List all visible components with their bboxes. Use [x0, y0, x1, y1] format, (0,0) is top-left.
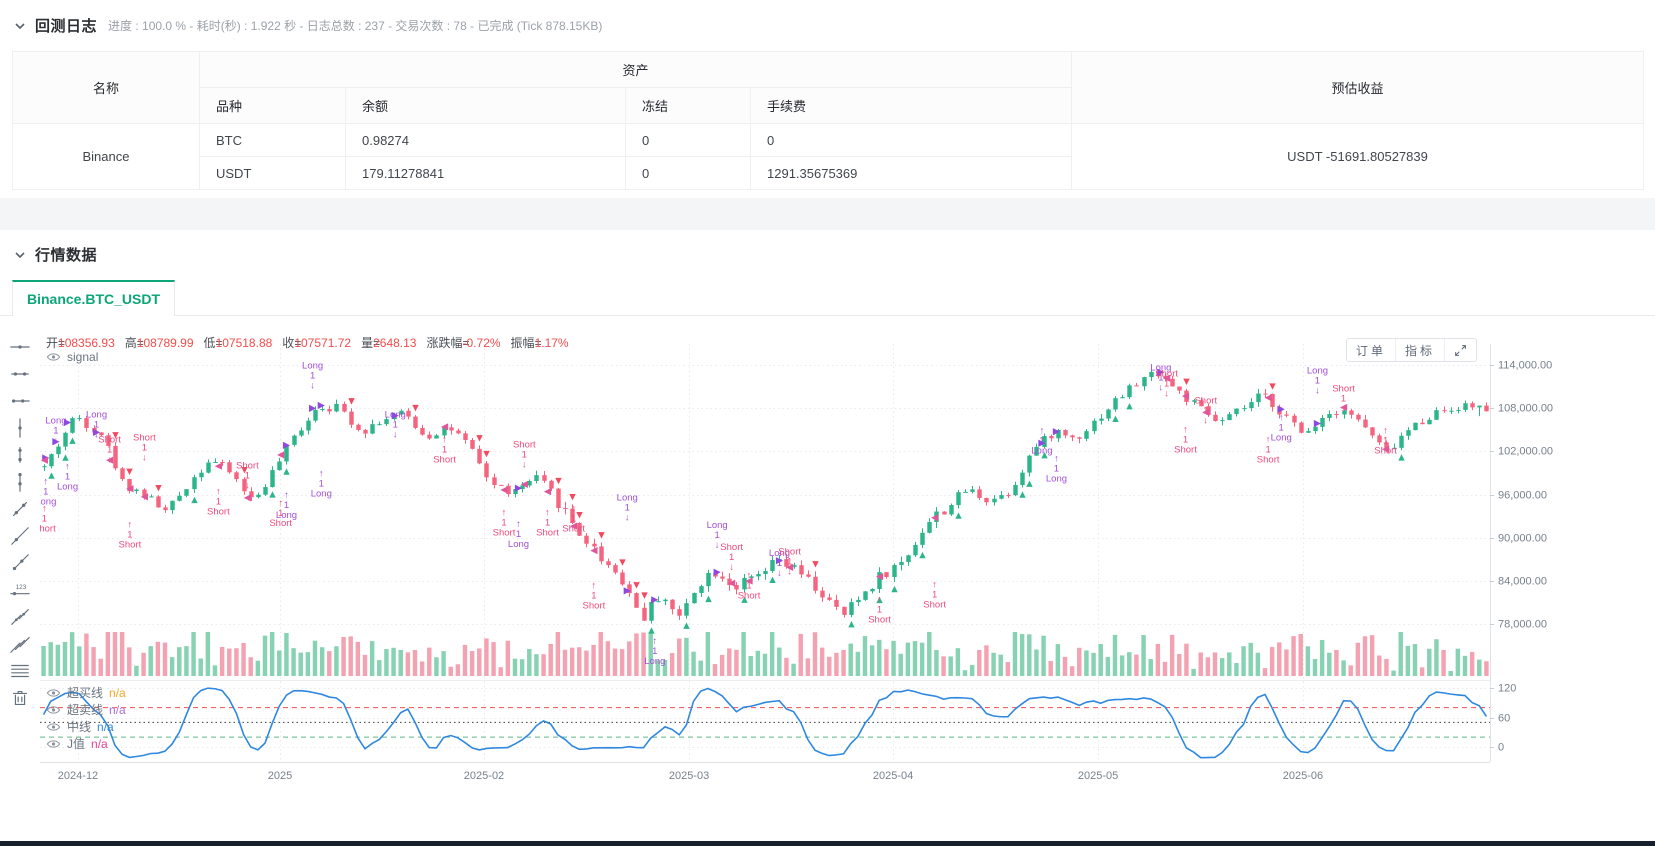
ohlc-item-value: 108789.99: [136, 336, 194, 350]
ohlc-item: 高108789.99: [125, 334, 194, 351]
collapse-chevron-icon[interactable]: [14, 249, 26, 261]
parallel-lines-icon[interactable]: [7, 632, 33, 656]
indicator-value: n/a: [91, 736, 108, 751]
ohlc-item-value: 2648.13: [373, 336, 417, 350]
col-frozen: 冻结: [625, 87, 751, 124]
asset-variety: BTC: [199, 123, 346, 157]
table-row: Binance BTC 0.98274 0 0 USDT -51691.8052…: [12, 123, 1645, 190]
indicator-row: 中线 n/a: [46, 718, 114, 735]
backtest-log-title: 回测日志: [35, 18, 98, 35]
horizontal-line-icon[interactable]: [7, 335, 33, 359]
ohlc-item-value: -0.72%: [462, 336, 501, 350]
ohlc-item-label: 高: [125, 336, 144, 350]
vertical-line-icon[interactable]: [7, 416, 33, 440]
col-balance: 余额: [345, 87, 626, 124]
horizontal-ray-icon[interactable]: [7, 389, 33, 413]
estimated-profit-value: USDT -51691.80527839: [1071, 123, 1645, 190]
exchange-name: Binance: [12, 123, 200, 190]
indicator-label: 中线: [67, 720, 92, 734]
chart-canvas[interactable]: [40, 329, 1655, 795]
eye-icon[interactable]: [46, 721, 61, 733]
indicator-row: J值 n/a: [46, 735, 108, 752]
ohlc-item: 收107571.72: [282, 334, 351, 351]
fullscreen-icon[interactable]: [1444, 339, 1476, 361]
asset-variety: USDT: [199, 156, 346, 190]
indicator-row: 超卖线 n/a: [46, 701, 126, 718]
col-fee: 手续费: [749, 87, 1073, 124]
ohlc-item-value: 107518.88: [215, 336, 273, 350]
delete-icon[interactable]: [7, 686, 33, 710]
section-divider: [0, 198, 1655, 230]
ohlc-item-value: 1.17%: [534, 336, 569, 350]
col-variety: 品种: [199, 87, 346, 124]
ohlc-item: 量2648.13: [361, 334, 416, 351]
ohlc-item: 振幅1.17%: [511, 334, 569, 351]
chart-buttons: 订单 指标: [1345, 338, 1477, 362]
market-data-title: 行情数据: [35, 247, 98, 264]
svg-text:123: 123: [16, 584, 27, 591]
col-assets: 资产: [198, 51, 1073, 88]
signal-label: signal: [67, 350, 99, 364]
indicator-label: 超卖线: [67, 703, 104, 717]
ohlc-item: 涨跌幅-0.72%: [426, 334, 500, 351]
ohlc-item-label: 收: [282, 336, 301, 350]
orders-button[interactable]: 订单: [1355, 343, 1386, 358]
signal-indicator-row: signal: [46, 350, 98, 364]
symbol-tabs: Binance.BTC_USDT: [0, 280, 1655, 316]
tab-binance-btc-usdt[interactable]: Binance.BTC_USDT: [12, 280, 176, 316]
price-line-icon[interactable]: 123: [7, 578, 33, 602]
price-channel-icon[interactable]: [7, 659, 33, 683]
drawing-toolbar: 123: [0, 335, 40, 710]
asset-frozen: 0: [625, 123, 751, 157]
indicators-button[interactable]: 指标: [1394, 339, 1444, 361]
collapse-chevron-icon[interactable]: [14, 20, 26, 32]
asset-fee: 0: [749, 123, 1073, 157]
trend-segment-icon[interactable]: [7, 497, 33, 521]
ohlc-item-label: 低: [204, 336, 223, 350]
ohlc-item-label: 开: [46, 336, 65, 350]
horizontal-segment-icon[interactable]: [7, 362, 33, 386]
ohlc-item-value: 108356.93: [58, 336, 115, 350]
indicator-value: n/a: [97, 719, 114, 734]
backtest-log-section: 回测日志 进度 : 100.0 % - 耗时(秒) : 1.922 秒 - 日志…: [0, 0, 1655, 190]
parallel-segment-icon[interactable]: [7, 605, 33, 629]
ohlc-item-value: 107571.72: [294, 336, 352, 350]
asset-fee: 1291.35675369: [749, 156, 1073, 190]
account-table: 名称 资产 预估收益 品种 余额 冻结 手续费 Binance BTC 0.98…: [12, 51, 1645, 190]
eye-icon[interactable]: [46, 351, 61, 363]
indicator-value: n/a: [109, 702, 126, 717]
ohlc-item-label: 量: [361, 336, 380, 350]
ohlc-item-label: 涨跌幅: [426, 336, 469, 350]
trend-ray-icon[interactable]: [7, 551, 33, 575]
asset-balance: 179.11278841: [345, 156, 626, 190]
vertical-segment-icon[interactable]: [7, 443, 33, 467]
table-row: USDT 179.11278841 0 1291.35675369: [13, 156, 1644, 190]
col-estimated-profit: 预估收益: [1071, 51, 1645, 124]
indicator-value: n/a: [109, 685, 126, 700]
eye-icon[interactable]: [46, 704, 61, 716]
indicator-row: 超买线 n/a: [46, 684, 126, 701]
backtest-log-header: 回测日志 进度 : 100.0 % - 耗时(秒) : 1.922 秒 - 日志…: [0, 15, 1655, 36]
col-name: 名称: [12, 51, 200, 124]
eye-icon[interactable]: [46, 738, 61, 750]
vertical-ray-icon[interactable]: [7, 470, 33, 494]
kline-chart: 123 开108356.93 高108789.99 低107518.88 收10757…: [0, 329, 1655, 795]
market-data-section: 行情数据 Binance.BTC_USDT 123 开108356.93高108…: [0, 230, 1655, 795]
asset-balance: 0.98274: [345, 123, 626, 157]
ohlc-item-label: 振幅: [511, 336, 542, 350]
ohlc-item: 开108356.93: [46, 334, 115, 351]
market-data-header: 行情数据: [0, 244, 1655, 265]
indicator-label: 超买线: [67, 686, 104, 700]
asset-frozen: 0: [625, 156, 751, 190]
ohlc-legend: 开108356.93 高108789.99 低107518.88 收107571.72…: [46, 334, 569, 351]
ohlc-item: 低107518.88: [204, 334, 273, 351]
trend-line-icon[interactable]: [7, 524, 33, 548]
eye-icon[interactable]: [46, 687, 61, 699]
bottom-bar: [0, 841, 1655, 846]
indicator-label: J值: [67, 737, 86, 751]
backtest-log-summary: 进度 : 100.0 % - 耗时(秒) : 1.922 秒 - 日志总数 : …: [108, 19, 603, 33]
